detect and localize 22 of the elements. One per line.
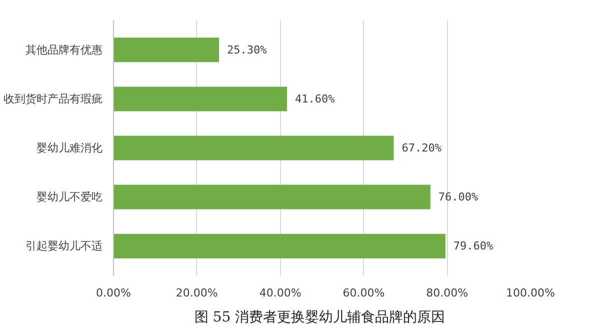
x-tick-label: 100.00%: [506, 286, 555, 300]
x-tick-label: 40.00%: [259, 286, 302, 300]
data-label: 76.00%: [438, 190, 479, 204]
bar: [114, 38, 219, 62]
bar: [114, 86, 287, 112]
y-tick-label: 婴幼儿不爱吃: [36, 190, 102, 204]
data-label: 67.20%: [402, 142, 442, 154]
data-label: 41.60%: [294, 92, 336, 106]
bar: [114, 234, 446, 258]
bar: [114, 184, 430, 210]
y-tick-label: 其他品牌有优惠: [26, 43, 102, 56]
x-tick-label: 60.00%: [342, 286, 385, 300]
x-tick-label: 20.00%: [176, 286, 218, 300]
x-tick-label: 80.00%: [426, 286, 468, 300]
data-label: 79.60%: [453, 240, 494, 253]
x-tick-label: 0.00%: [96, 286, 131, 300]
y-tick-label: 收到货时产品有瑕疵: [4, 92, 102, 106]
y-tick-label: 引起婴幼儿不适: [26, 240, 102, 253]
text: 图 55 消费者更换婴幼儿辅食品牌的原因: [194, 310, 446, 326]
data-label: 25.30%: [227, 43, 268, 56]
y-tick-label: 婴幼儿难消化: [36, 142, 102, 154]
bar: [114, 136, 394, 160]
